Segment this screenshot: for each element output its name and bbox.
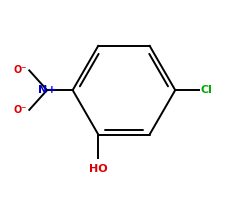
Text: O⁻: O⁻ [14,105,27,115]
Text: N+: N+ [38,85,56,95]
Text: Cl: Cl [201,85,213,95]
Text: HO: HO [89,164,108,174]
Text: O⁻: O⁻ [14,65,27,75]
